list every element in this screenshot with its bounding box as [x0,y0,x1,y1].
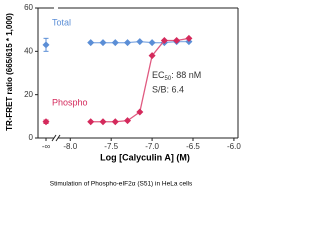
data-point [148,39,156,47]
legend-label: Total [52,17,71,27]
data-point [99,118,107,126]
axis-break [51,134,57,142]
data-point [99,39,107,47]
x-tick-label: -6.5 [186,142,200,151]
sb-annotation: S/B: 6.4 [152,84,184,94]
data-point [185,34,193,42]
data-point [87,118,95,126]
y-axis-label: TR-FRET ratio (665/615 * 1,000) [5,13,14,131]
legend-label: Phospho [52,97,88,107]
data-point [124,39,132,47]
chart: TR-FRET ratio (665/615 * 1,000) Log [Cal… [5,3,241,188]
y-tick-label: 20 [24,90,33,99]
x-axis-label: Log [Calyculin A] (M) [100,152,190,162]
ec50-annotation: EC50: 88 nM [152,70,201,81]
data-point [173,37,181,44]
x-tick-label: -6.0 [227,142,241,151]
data-point [87,39,95,47]
ec50-value: : 88 nM [171,70,201,80]
axis-break [55,134,61,142]
x-tick-label: -∞ [42,142,51,151]
data-point [136,108,144,116]
data-point [111,118,119,126]
data-point [148,52,156,60]
caption: Stimulation of Phospho-eIF2α (S51) in He… [50,181,193,188]
ec50-text: EC [152,70,165,80]
y-tick-label: 0 [29,133,34,142]
data-point [160,37,168,44]
y-tick-label: 60 [24,3,33,12]
x-tick-label: -7.5 [104,142,118,151]
data-point [111,39,119,47]
y-tick-label: 40 [24,46,33,55]
data-point [124,117,132,125]
x-tick-label: -7.0 [145,142,159,151]
baseline-point [42,41,50,49]
ec50-sub: 50 [165,76,172,82]
baseline-point [42,118,50,126]
x-tick-label: -8.0 [63,142,77,151]
data-point [136,38,144,46]
